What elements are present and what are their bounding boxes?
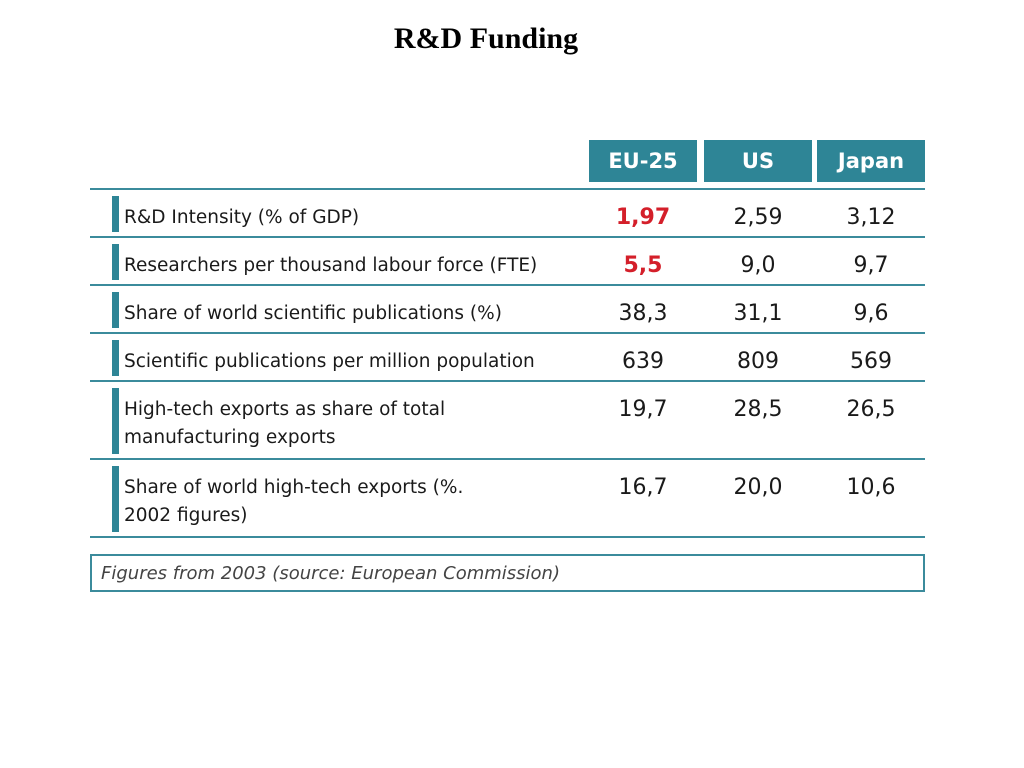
table-row: Scientific publications per million popu… (90, 334, 925, 382)
cell-eu25: 1,97 (615, 205, 671, 230)
row-label: Researchers per thousand labour force (F… (124, 255, 538, 276)
cell-japan: 3,12 (846, 205, 896, 230)
cell-us: 809 (737, 349, 779, 374)
cell-us: 9,0 (740, 253, 776, 278)
table-header-row: EU-25 US Japan (90, 138, 925, 190)
cell-eu25: 19,7 (618, 397, 668, 422)
column-header-japan: Japan (817, 140, 925, 182)
cell-eu25: 639 (622, 349, 664, 374)
row-marker (112, 466, 119, 532)
table-row: Share of world high-tech exports (%. 200… (90, 460, 925, 538)
table-row: Researchers per thousand labour force (F… (90, 238, 925, 286)
cell-japan: 569 (850, 349, 892, 374)
row-marker (112, 244, 119, 280)
cell-us: 20,0 (733, 475, 783, 500)
row-label: Share of world high-tech exports (%. 200… (124, 477, 464, 526)
cell-japan: 26,5 (846, 397, 896, 422)
row-label: High-tech exports as share of total manu… (124, 399, 446, 448)
cell-eu25: 5,5 (623, 253, 663, 278)
column-header-us: US (704, 140, 812, 182)
row-label: R&D Intensity (% of GDP) (124, 207, 360, 228)
row-marker (112, 292, 119, 328)
comparison-table: EU-25 US Japan R&D Intensity (% of GDP) … (90, 138, 925, 592)
page-title: R&D Funding (393, 22, 579, 55)
source-footnote: Figures from 2003 (source: European Comm… (90, 554, 925, 592)
cell-us: 31,1 (733, 301, 783, 326)
table-row: R&D Intensity (% of GDP) 1,97 2,59 3,12 (90, 190, 925, 238)
table-row: High-tech exports as share of total manu… (90, 382, 925, 460)
row-marker (112, 340, 119, 376)
row-label: Scientific publications per million popu… (124, 351, 535, 372)
cell-us: 28,5 (733, 397, 783, 422)
cell-japan: 9,6 (853, 301, 889, 326)
row-marker (112, 196, 119, 232)
cell-eu25: 16,7 (618, 475, 668, 500)
row-marker (112, 388, 119, 454)
cell-eu25: 38,3 (618, 301, 668, 326)
table-row: Share of world scientific publications (… (90, 286, 925, 334)
cell-japan: 9,7 (853, 253, 889, 278)
cell-japan: 10,6 (846, 475, 896, 500)
cell-us: 2,59 (733, 205, 783, 230)
row-label: Share of world scientific publications (… (124, 303, 502, 324)
column-header-eu25: EU-25 (589, 140, 697, 182)
